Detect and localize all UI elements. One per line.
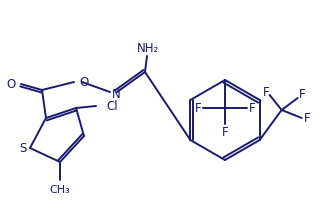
Text: Cl: Cl: [106, 100, 118, 113]
Text: S: S: [20, 141, 27, 154]
Text: F: F: [299, 89, 306, 102]
Text: CH₃: CH₃: [50, 185, 70, 195]
Text: NH₂: NH₂: [137, 41, 159, 54]
Text: O: O: [7, 78, 16, 91]
Text: N: N: [112, 87, 121, 100]
Text: F: F: [263, 86, 270, 100]
Text: O: O: [79, 76, 88, 89]
Text: F: F: [304, 113, 311, 125]
Text: F: F: [195, 102, 201, 114]
Text: F: F: [249, 102, 255, 114]
Text: F: F: [222, 127, 228, 140]
